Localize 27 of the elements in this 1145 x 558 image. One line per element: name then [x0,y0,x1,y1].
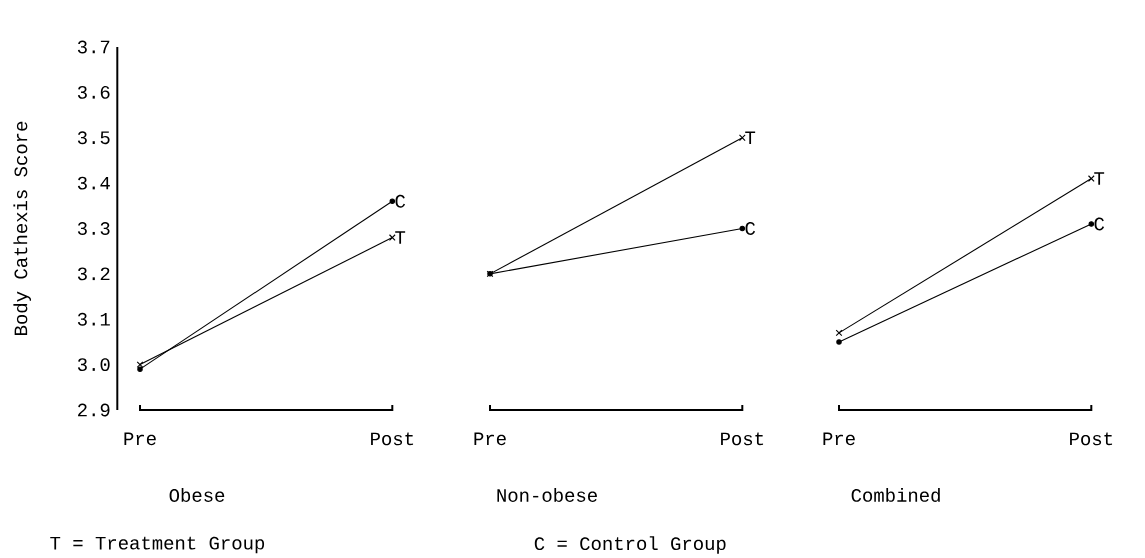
y-axis-title: Body Cathexis Score [13,121,32,335]
x-axis-title: Obese [169,487,225,502]
series-label: T [395,231,406,244]
text: T = Treatment Group [50,536,265,554]
y-tick-label: 3.7 [77,40,110,54]
y-tick-label: 3.6 [77,85,110,99]
x-tick-label: Pre [124,432,156,446]
x-tick-label: Post [1070,432,1113,446]
x-tick-label: Post [721,432,764,446]
x-axis-title: Non-obese [497,487,597,502]
y-tick-label: 2.9 [78,403,110,417]
x-tick-label: Pre [823,432,855,446]
y-tick-label: 3.3 [77,222,110,235]
y-tick-label: 3.0 [77,358,110,372]
x-tick-label: Pre [474,432,506,446]
series-label: T [1094,172,1105,185]
y-tick-label: 3.1 [77,312,110,326]
y-tick-label: 3.4 [77,176,110,190]
y-tick-label: 3.5 [77,131,110,145]
series-label: C [395,194,406,208]
y-tick-label: 3.2 [77,267,110,281]
series-label: C [1094,217,1105,231]
series-label: T [745,131,756,144]
x-axis-title: Combined [851,487,940,502]
series-label: C [745,222,756,235]
x-tick-label: Post [371,432,414,446]
text: C = Control Group [534,536,726,554]
